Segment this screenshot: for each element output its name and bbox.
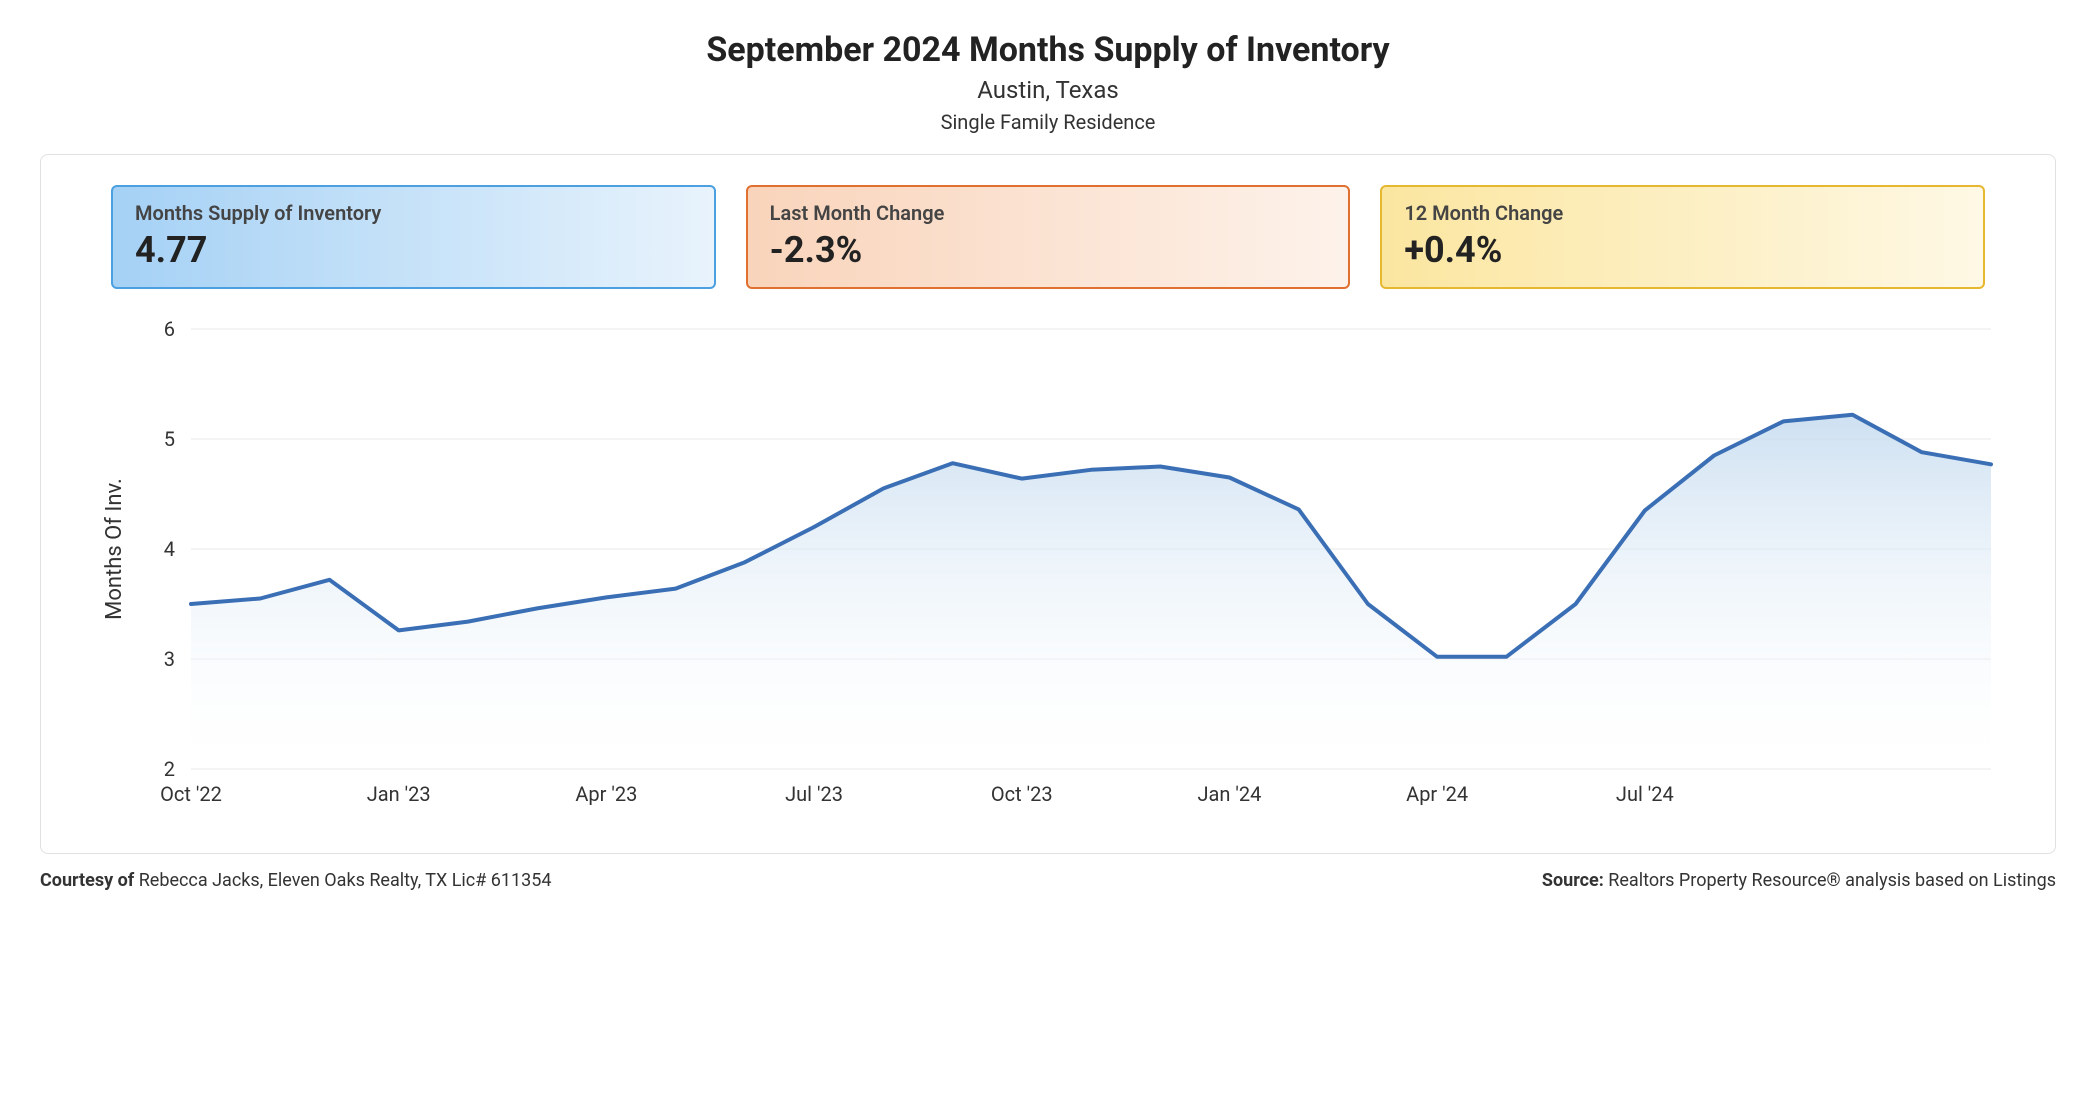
svg-text:Apr '24: Apr '24 — [1406, 782, 1468, 806]
stat-card-label: Months Supply of Inventory — [135, 201, 692, 225]
chart-svg: 2 3 4 5 6 Oct '22 Jan '23 Apr '23 Jul '23 Oct '23… — [71, 309, 2031, 829]
property-type-subtitle: Single Family Residence — [20, 110, 2076, 134]
footer-row: Courtesy of Rebecca Jacks, Eleven Oaks R… — [40, 870, 2056, 891]
courtesy-label: Courtesy of — [40, 870, 139, 891]
svg-text:Jan '24: Jan '24 — [1198, 782, 1262, 806]
svg-text:Apr '23: Apr '23 — [575, 782, 637, 806]
stat-card-label: Last Month Change — [770, 201, 1327, 225]
svg-text:2: 2 — [164, 757, 175, 781]
svg-text:3: 3 — [164, 647, 175, 671]
svg-text:5: 5 — [164, 427, 175, 451]
location-subtitle: Austin, Texas — [20, 76, 2076, 104]
svg-text:6: 6 — [164, 317, 175, 341]
courtesy-value: Rebecca Jacks, Eleven Oaks Realty, TX Li… — [139, 870, 552, 891]
source-value: Realtors Property Resource® analysis bas… — [1608, 870, 2056, 891]
stat-card-inventory: Months Supply of Inventory 4.77 — [111, 185, 716, 289]
svg-text:Jul '24: Jul '24 — [1616, 782, 1674, 806]
chart-panel: Months Supply of Inventory 4.77 Last Mon… — [40, 154, 2056, 854]
svg-text:Jan '23: Jan '23 — [367, 782, 431, 806]
stat-card-value: -2.3% — [770, 229, 1327, 271]
page-title: September 2024 Months Supply of Inventor… — [20, 30, 2076, 70]
stat-card-value: 4.77 — [135, 229, 692, 271]
stat-card-label: 12 Month Change — [1404, 201, 1961, 225]
stat-cards-row: Months Supply of Inventory 4.77 Last Mon… — [71, 185, 2025, 289]
svg-text:Months Of Inv.: Months Of Inv. — [102, 478, 127, 620]
svg-text:Oct '22: Oct '22 — [160, 782, 222, 806]
svg-text:Oct '23: Oct '23 — [991, 782, 1053, 806]
stat-card-12-month: 12 Month Change +0.4% — [1380, 185, 1985, 289]
header-block: September 2024 Months Supply of Inventor… — [20, 30, 2076, 134]
source-text: Source: Realtors Property Resource® anal… — [1542, 870, 2056, 891]
stat-card-value: +0.4% — [1404, 229, 1961, 271]
area-chart: 2 3 4 5 6 Oct '22 Jan '23 Apr '23 Jul '23 Oct '23… — [71, 309, 2025, 833]
stat-card-last-month: Last Month Change -2.3% — [746, 185, 1351, 289]
page-container: September 2024 Months Supply of Inventor… — [20, 30, 2076, 891]
source-label: Source: — [1542, 870, 1608, 891]
courtesy-text: Courtesy of Rebecca Jacks, Eleven Oaks R… — [40, 870, 551, 891]
svg-text:4: 4 — [164, 537, 175, 561]
svg-text:Jul '23: Jul '23 — [785, 782, 843, 806]
